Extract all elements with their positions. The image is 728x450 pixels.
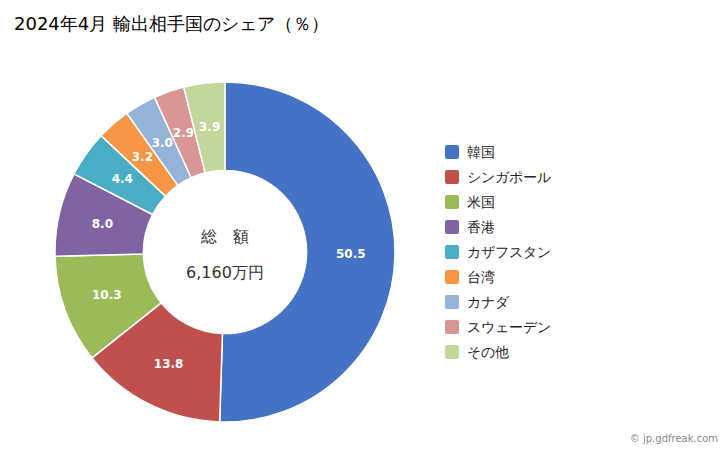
legend-swatch (445, 170, 459, 184)
center-label: 総 額 (200, 227, 249, 246)
data-label: 2.9 (173, 126, 194, 140)
legend-swatch (445, 320, 459, 334)
legend-swatch (445, 145, 459, 159)
legend-label: 香港 (467, 219, 495, 235)
legend: 韓国シンガポール米国香港カザフスタン台湾カナダスウェーデンその他 (445, 144, 551, 360)
chart-container: 2024年4月 輸出相手国のシェア（％） 50.5 13.8 10.3 8.0 4.4 3.… (0, 0, 728, 450)
data-label: 3.0 (152, 136, 173, 150)
data-label: 50.5 (336, 247, 366, 261)
data-labels: 50.5 13.8 10.3 8.0 4.4 3.23.02.9 3.9 (92, 120, 366, 371)
data-label: 8.0 (92, 217, 113, 231)
watermark: © jp.gdfreak.com (630, 433, 718, 444)
legend-swatch (445, 295, 459, 309)
legend-swatch (445, 345, 459, 359)
legend-swatch (445, 270, 459, 284)
slice (55, 254, 161, 358)
legend-swatch (445, 245, 459, 259)
title: 2024年4月 輸出相手国のシェア（％） (14, 13, 329, 34)
legend-label: 米国 (467, 194, 495, 210)
legend-swatch (445, 220, 459, 234)
legend-swatch (445, 195, 459, 209)
background (0, 0, 728, 450)
slice (220, 82, 395, 422)
legend-label: カナダ (467, 294, 510, 310)
data-label: 3.2 (132, 150, 153, 164)
data-label: 10.3 (92, 288, 122, 302)
legend-label: スウェーデン (467, 319, 551, 335)
legend-label: カザフスタン (467, 244, 551, 260)
legend-label: シンガポール (467, 169, 551, 185)
data-label: 4.4 (112, 172, 133, 186)
data-label: 13.8 (154, 357, 184, 371)
data-label: 3.9 (199, 120, 220, 134)
slices (55, 82, 395, 422)
legend-label: 韓国 (467, 144, 495, 160)
center-label: 6,160万円 (186, 263, 264, 282)
chart-svg: 2024年4月 輸出相手国のシェア（％） 50.5 13.8 10.3 8.0 4.4 3.… (0, 0, 728, 450)
legend-label: その他 (467, 344, 509, 360)
legend-label: 台湾 (467, 269, 495, 285)
